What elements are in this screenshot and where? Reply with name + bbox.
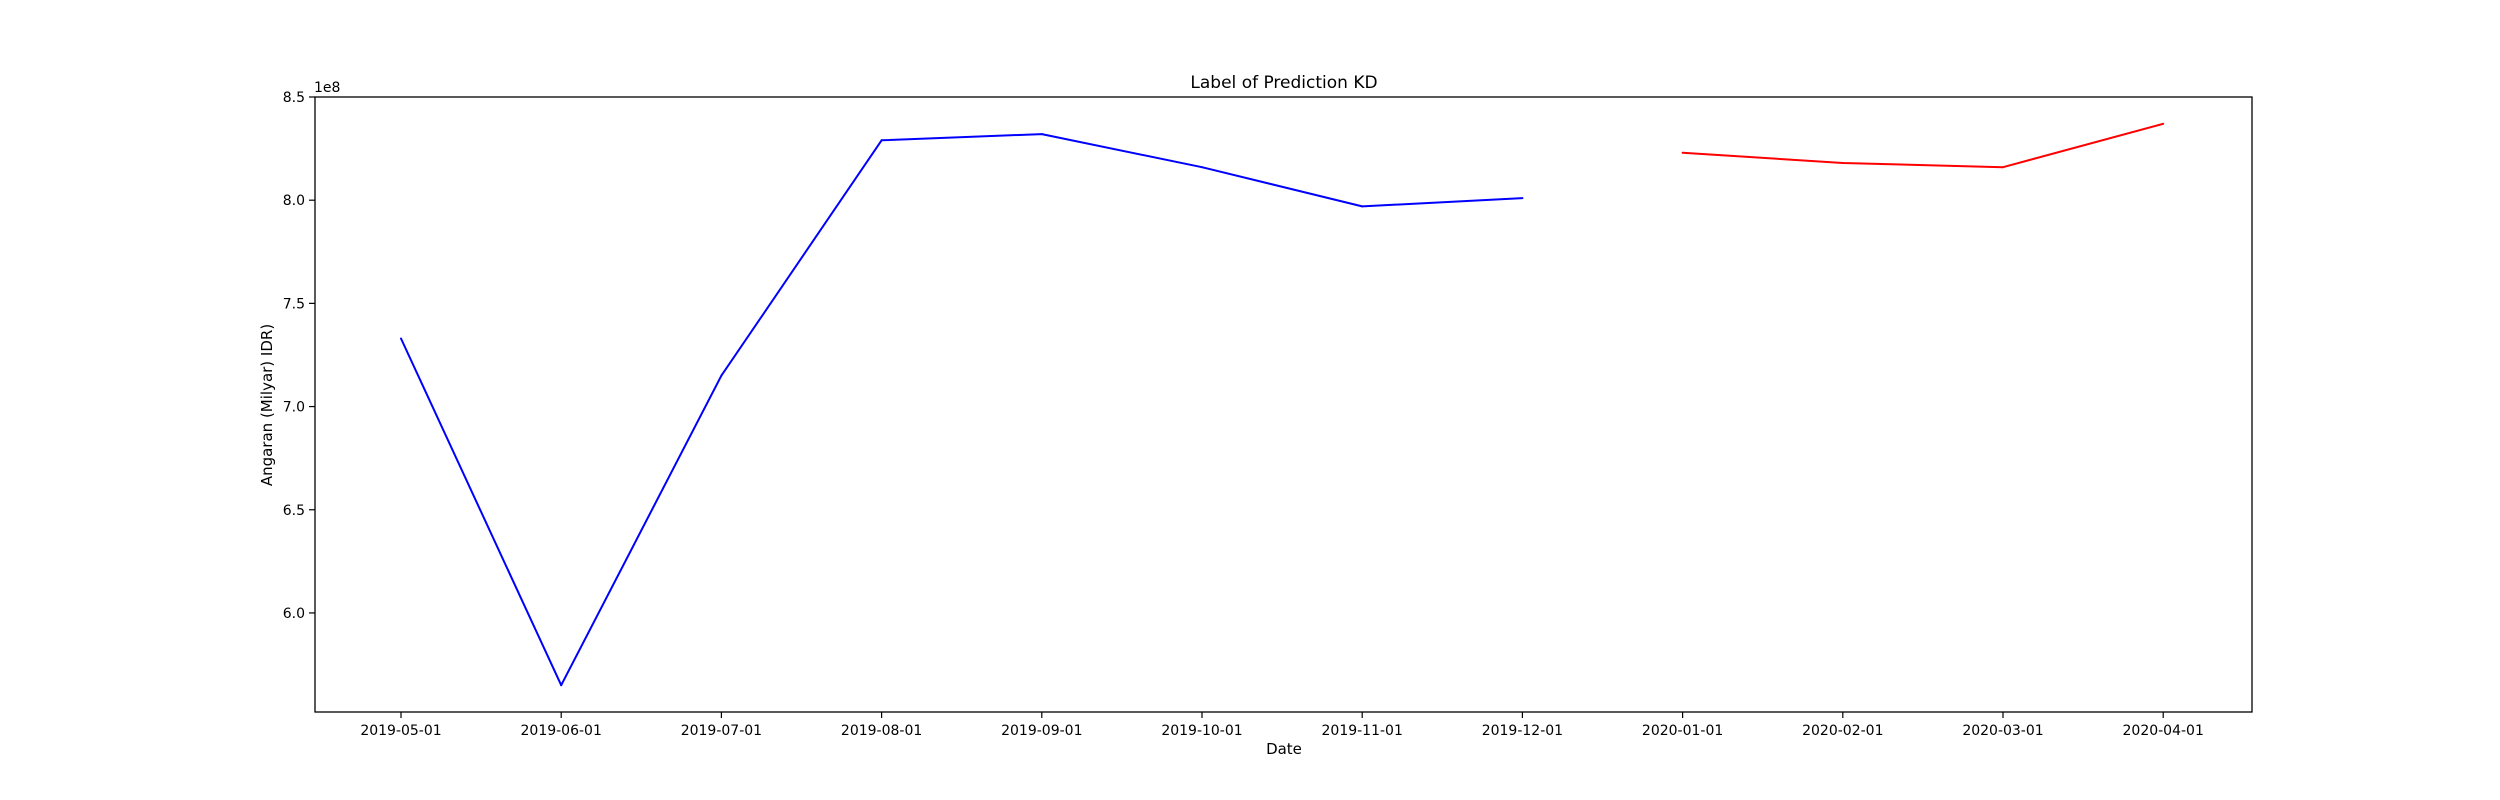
series-1-line [400, 133, 1523, 687]
x-tick-label: 2019-06-01 [521, 723, 602, 739]
x-tick-label: 2020-02-01 [1802, 723, 1883, 739]
y-axis: 6.0 6.5 7.0 7.5 8.0 8.5 [283, 90, 315, 622]
x-tick-label: 2020-03-01 [1962, 723, 2043, 739]
series-2-point [2162, 122, 2165, 125]
y-tick-label: 6.0 [283, 606, 305, 622]
x-tick-label: 2019-08-01 [841, 723, 922, 739]
x-tick-label: 2019-09-01 [1001, 723, 1082, 739]
series-2-point [2002, 166, 2004, 169]
y-tick-label: 8.0 [283, 193, 305, 209]
series-2-point [1841, 162, 1844, 164]
series-1-point [400, 337, 402, 340]
x-axis: 2019-05-01 2019-06-01 2019-07-01 2019-08-01… [360, 712, 2204, 739]
series-1-point [880, 139, 883, 142]
y-tick-label: 7.0 [283, 400, 305, 416]
x-tick-label: 2019-05-01 [360, 723, 441, 739]
x-tick-label: 2019-07-01 [681, 723, 762, 739]
series-1-point [1521, 197, 1524, 200]
series-1-point [1201, 166, 1203, 169]
x-tick-label: 2020-01-01 [1642, 723, 1723, 739]
x-tick-label: 2020-04-01 [2123, 723, 2204, 739]
y-tick-label: 7.5 [283, 296, 305, 312]
series-1-point [560, 684, 563, 687]
series-1-point [720, 374, 723, 377]
x-tick-label: 2019-12-01 [1482, 723, 1563, 739]
series-group [400, 122, 2165, 687]
plot-frame [314, 96, 2253, 713]
plot-area [314, 96, 2253, 713]
x-tick-label: 2019-11-01 [1322, 723, 1403, 739]
y-axis-offset-label: 1e8 [314, 80, 340, 96]
series-1-point [1361, 205, 1364, 208]
x-axis-title: Date [1266, 740, 1302, 758]
series-1-point [1040, 133, 1043, 136]
y-tick-label: 6.5 [283, 503, 305, 519]
chart-title: Label of Prediction KD [1190, 73, 1377, 93]
y-tick-label: 8.5 [283, 90, 305, 106]
y-axis-title: Angaran (Milyar) IDR) [258, 324, 276, 486]
series-2-line [1682, 122, 2164, 169]
series-2-point [1681, 151, 1684, 154]
x-tick-label: 2019-10-01 [1161, 723, 1242, 739]
